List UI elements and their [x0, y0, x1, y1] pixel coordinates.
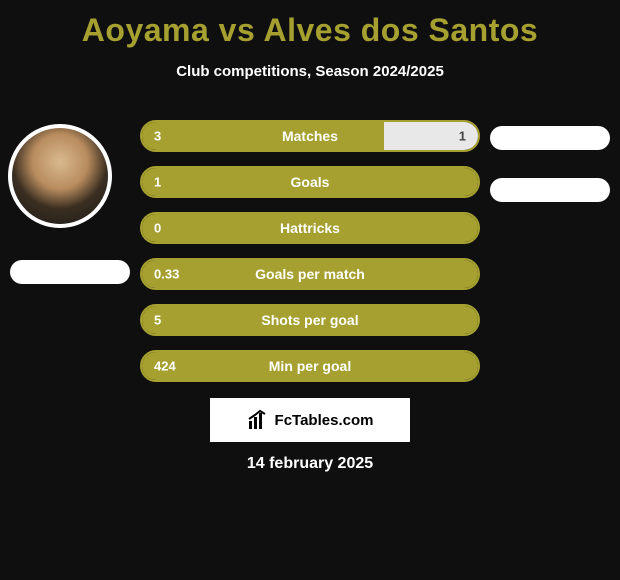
- subtitle: Club competitions, Season 2024/2025: [0, 63, 620, 80]
- avatar-player-left: [8, 124, 112, 228]
- stat-label: Goals per match: [142, 266, 478, 282]
- stat-row: 3Matches1: [140, 120, 480, 152]
- stat-label: Matches: [142, 128, 478, 144]
- name-pill-right-2: [490, 178, 610, 202]
- credit-box[interactable]: FcTables.com: [210, 398, 410, 442]
- page-title: Aoyama vs Alves dos Santos: [0, 0, 620, 49]
- stat-label: Shots per goal: [142, 312, 478, 328]
- stats-container: 3Matches11Goals0Hattricks0.33Goals per m…: [140, 120, 480, 396]
- stat-row: 5Shots per goal: [140, 304, 480, 336]
- name-pill-right-1: [490, 126, 610, 150]
- footer-date: 14 february 2025: [0, 455, 620, 473]
- stat-row: 0Hattricks: [140, 212, 480, 244]
- stat-label: Hattricks: [142, 220, 478, 236]
- stat-value-right: 1: [459, 129, 466, 144]
- stat-label: Min per goal: [142, 358, 478, 374]
- stat-row: 424Min per goal: [140, 350, 480, 382]
- stat-row: 0.33Goals per match: [140, 258, 480, 290]
- stat-label: Goals: [142, 174, 478, 190]
- chart-icon: [247, 409, 269, 431]
- credit-text: FcTables.com: [275, 412, 374, 429]
- name-pill-left: [10, 260, 130, 284]
- stat-row: 1Goals: [140, 166, 480, 198]
